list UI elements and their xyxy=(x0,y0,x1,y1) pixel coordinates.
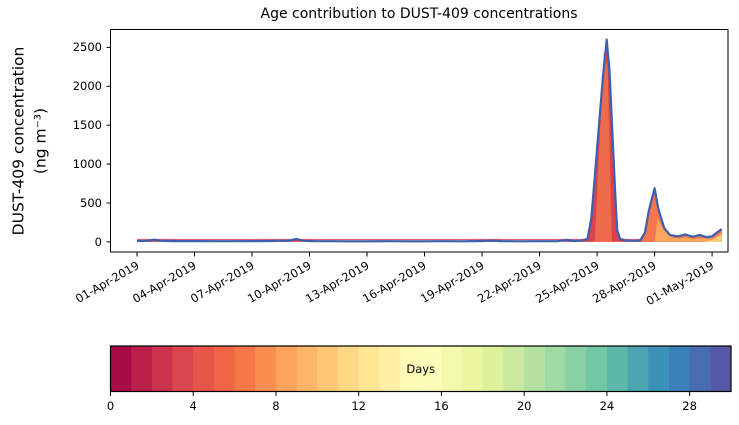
colorbar-tick-label: 16 xyxy=(434,398,449,413)
colorbar-tick-label: 0 xyxy=(106,398,115,413)
colorbar-tick-label: 20 xyxy=(516,398,532,413)
chart-title: Age contribution to DUST-409 concentrati… xyxy=(260,6,578,22)
colorbar-tick-label: 12 xyxy=(351,398,366,413)
y-tick-label: 1000 xyxy=(72,157,102,172)
colorbar-segment xyxy=(296,346,318,392)
total-concentration-line xyxy=(136,38,723,243)
colorbar-segment xyxy=(379,346,401,392)
second-peak-fill xyxy=(624,188,722,242)
colorbar-segment xyxy=(317,346,339,392)
colorbar-segment xyxy=(462,346,484,392)
colorbar-tick-label: 28 xyxy=(682,398,697,413)
colorbar-segment xyxy=(627,346,649,392)
colorbar-segment xyxy=(110,346,132,392)
y-tick-label: 0 xyxy=(94,234,102,249)
colorbar-segment xyxy=(668,346,691,392)
age-3-5-days-fill xyxy=(594,51,612,242)
colorbar-segment xyxy=(275,346,298,392)
colorbar-segment xyxy=(524,346,546,392)
y-tick-label: 2000 xyxy=(72,79,102,94)
colorbar-segment xyxy=(131,346,153,392)
age-10-12-days-fill xyxy=(704,235,722,242)
colorbar-segment xyxy=(503,346,525,392)
y-tick-label: 1500 xyxy=(72,118,102,133)
colorbar-tick-label: 4 xyxy=(189,398,197,413)
colorbar-segment xyxy=(710,346,732,392)
colorbar-tick-label: 24 xyxy=(599,398,615,413)
plot-frame xyxy=(110,29,729,253)
colorbar-segment xyxy=(586,346,608,392)
y-tick-label: 2500 xyxy=(72,40,102,55)
colorbar-label: Days xyxy=(406,362,435,376)
colorbar-frame xyxy=(109,345,732,393)
colorbar-segment xyxy=(648,346,670,392)
y-tick-label: 500 xyxy=(80,195,102,210)
colorbar-segment xyxy=(441,346,463,392)
colorbar-segment xyxy=(544,346,567,392)
colorbar-segment xyxy=(338,346,360,392)
colorbar-segment xyxy=(193,346,215,392)
colorbar-segment xyxy=(151,346,174,392)
colorbar-segment xyxy=(482,346,504,392)
colorbar-segment xyxy=(420,346,442,392)
colorbar-segment xyxy=(358,346,380,392)
colorbar-tick-label: 8 xyxy=(272,398,280,413)
colorbar-segment xyxy=(255,346,277,392)
colorbar-segment xyxy=(213,346,236,392)
colorbar-segment xyxy=(689,346,711,392)
colorbar-segment xyxy=(172,346,194,392)
colorbar-segment xyxy=(400,346,422,392)
colorbar-segment xyxy=(565,346,587,392)
total-area-fill xyxy=(137,39,722,242)
colorbar-segment xyxy=(606,346,629,392)
colorbar-segment xyxy=(234,346,256,392)
